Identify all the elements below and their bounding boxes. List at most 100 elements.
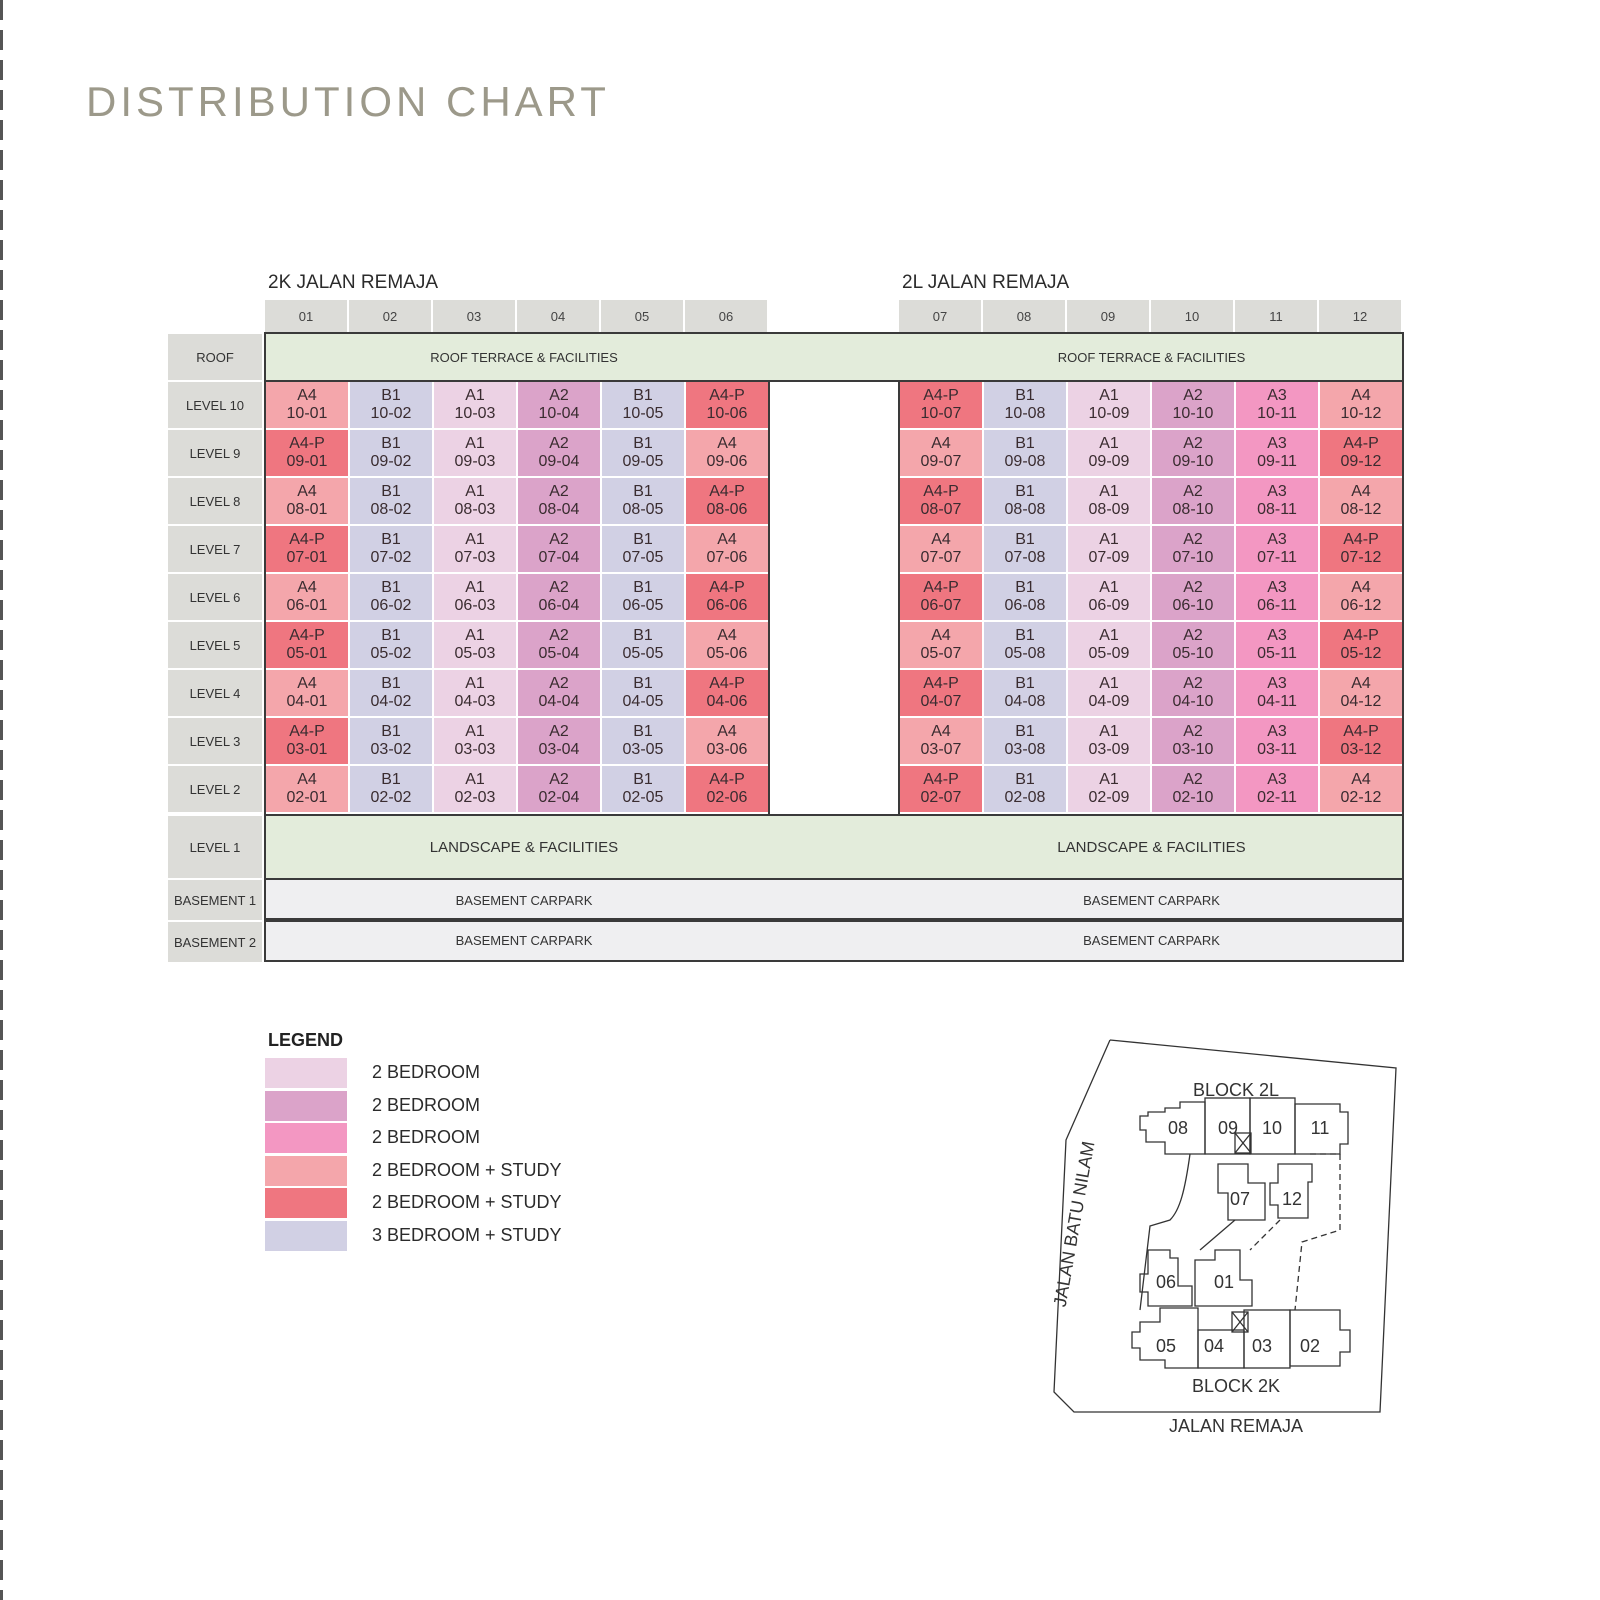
unit-cell[interactable]: A4-P 06-07 [900,574,982,620]
unit-cell[interactable]: B1 07-08 [984,526,1066,572]
unit-cell[interactable]: A4-P 03-01 [266,718,348,764]
unit-cell[interactable]: B1 10-05 [602,382,684,428]
unit-cell[interactable]: B1 04-08 [984,670,1066,716]
unit-cell[interactable]: A4 02-01 [266,766,348,812]
unit-cell[interactable]: A2 04-10 [1152,670,1234,716]
unit-cell[interactable]: A4 07-06 [686,526,768,572]
unit-cell[interactable]: B1 02-05 [602,766,684,812]
unit-cell[interactable]: B1 06-02 [350,574,432,620]
unit-cell[interactable]: A2 08-10 [1152,478,1234,524]
unit-cell[interactable]: A2 04-04 [518,670,600,716]
unit-cell[interactable]: A2 07-04 [518,526,600,572]
unit-cell[interactable]: B1 09-05 [602,430,684,476]
unit-cell[interactable]: A2 03-10 [1152,718,1234,764]
unit-cell[interactable]: A4-P 04-07 [900,670,982,716]
unit-cell[interactable]: A4 08-01 [266,478,348,524]
unit-cell[interactable]: B1 05-05 [602,622,684,668]
unit-cell[interactable]: B1 06-08 [984,574,1066,620]
unit-cell[interactable]: B1 03-08 [984,718,1066,764]
unit-cell[interactable]: A4 02-12 [1320,766,1402,812]
unit-cell[interactable]: A4 04-12 [1320,670,1402,716]
unit-cell[interactable]: A1 02-09 [1068,766,1150,812]
unit-cell[interactable]: B1 08-05 [602,478,684,524]
unit-cell[interactable]: B1 10-08 [984,382,1066,428]
unit-cell[interactable]: A2 10-04 [518,382,600,428]
unit-cell[interactable]: B1 08-08 [984,478,1066,524]
unit-cell[interactable]: A2 09-10 [1152,430,1234,476]
unit-cell[interactable]: A2 09-04 [518,430,600,476]
unit-cell[interactable]: A3 02-11 [1236,766,1318,812]
unit-cell[interactable]: A1 09-09 [1068,430,1150,476]
unit-cell[interactable]: A2 06-04 [518,574,600,620]
unit-cell[interactable]: A2 07-10 [1152,526,1234,572]
unit-cell[interactable]: A4 04-01 [266,670,348,716]
unit-cell[interactable]: A1 10-03 [434,382,516,428]
unit-cell[interactable]: A4-P 05-12 [1320,622,1402,668]
unit-cell[interactable]: A4-P 02-07 [900,766,982,812]
unit-cell[interactable]: A1 05-09 [1068,622,1150,668]
unit-cell[interactable]: B1 09-02 [350,430,432,476]
unit-cell[interactable]: B1 03-02 [350,718,432,764]
unit-cell[interactable]: A4 05-06 [686,622,768,668]
unit-cell[interactable]: A4 09-06 [686,430,768,476]
unit-cell[interactable]: A3 03-11 [1236,718,1318,764]
unit-cell[interactable]: A4-P 02-06 [686,766,768,812]
unit-cell[interactable]: A2 03-04 [518,718,600,764]
unit-cell[interactable]: A4-P 04-06 [686,670,768,716]
unit-cell[interactable]: A3 09-11 [1236,430,1318,476]
unit-cell[interactable]: A1 07-03 [434,526,516,572]
unit-cell[interactable]: A2 05-04 [518,622,600,668]
unit-cell[interactable]: A3 08-11 [1236,478,1318,524]
unit-cell[interactable]: A1 07-09 [1068,526,1150,572]
unit-cell[interactable]: A4-P 10-06 [686,382,768,428]
unit-cell[interactable]: B1 10-02 [350,382,432,428]
unit-cell[interactable]: B1 08-02 [350,478,432,524]
unit-cell[interactable]: B1 05-08 [984,622,1066,668]
unit-cell[interactable]: A3 10-11 [1236,382,1318,428]
unit-cell[interactable]: A4 06-12 [1320,574,1402,620]
unit-cell[interactable]: B1 07-02 [350,526,432,572]
unit-cell[interactable]: A3 07-11 [1236,526,1318,572]
unit-cell[interactable]: A4-P 08-07 [900,478,982,524]
unit-cell[interactable]: A4-P 08-06 [686,478,768,524]
unit-cell[interactable]: A4 09-07 [900,430,982,476]
unit-cell[interactable]: A4 03-07 [900,718,982,764]
unit-cell[interactable]: A1 08-09 [1068,478,1150,524]
unit-cell[interactable]: A1 04-03 [434,670,516,716]
unit-cell[interactable]: B1 07-05 [602,526,684,572]
unit-cell[interactable]: A2 02-04 [518,766,600,812]
unit-cell[interactable]: A4 08-12 [1320,478,1402,524]
unit-cell[interactable]: A1 09-03 [434,430,516,476]
unit-cell[interactable]: A4 06-01 [266,574,348,620]
unit-cell[interactable]: A2 05-10 [1152,622,1234,668]
unit-cell[interactable]: A2 10-10 [1152,382,1234,428]
unit-cell[interactable]: A4-P 07-01 [266,526,348,572]
unit-cell[interactable]: A3 04-11 [1236,670,1318,716]
unit-cell[interactable]: A3 05-11 [1236,622,1318,668]
unit-cell[interactable]: A4 05-07 [900,622,982,668]
unit-cell[interactable]: A4 10-01 [266,382,348,428]
unit-cell[interactable]: A4-P 03-12 [1320,718,1402,764]
unit-cell[interactable]: A4 10-12 [1320,382,1402,428]
unit-cell[interactable]: A4-P 05-01 [266,622,348,668]
unit-cell[interactable]: B1 05-02 [350,622,432,668]
unit-cell[interactable]: A4-P 09-12 [1320,430,1402,476]
unit-cell[interactable]: B1 04-02 [350,670,432,716]
unit-cell[interactable]: A1 10-09 [1068,382,1150,428]
unit-cell[interactable]: A1 06-03 [434,574,516,620]
unit-cell[interactable]: A4 07-07 [900,526,982,572]
unit-cell[interactable]: A1 02-03 [434,766,516,812]
unit-cell[interactable]: A1 04-09 [1068,670,1150,716]
unit-cell[interactable]: B1 02-08 [984,766,1066,812]
unit-cell[interactable]: A1 08-03 [434,478,516,524]
unit-cell[interactable]: A4-P 06-06 [686,574,768,620]
unit-cell[interactable]: A4-P 10-07 [900,382,982,428]
unit-cell[interactable]: A4 03-06 [686,718,768,764]
unit-cell[interactable]: B1 06-05 [602,574,684,620]
unit-cell[interactable]: A3 06-11 [1236,574,1318,620]
unit-cell[interactable]: A1 05-03 [434,622,516,668]
unit-cell[interactable]: B1 04-05 [602,670,684,716]
unit-cell[interactable]: A2 06-10 [1152,574,1234,620]
unit-cell[interactable]: A1 03-09 [1068,718,1150,764]
unit-cell[interactable]: B1 02-02 [350,766,432,812]
